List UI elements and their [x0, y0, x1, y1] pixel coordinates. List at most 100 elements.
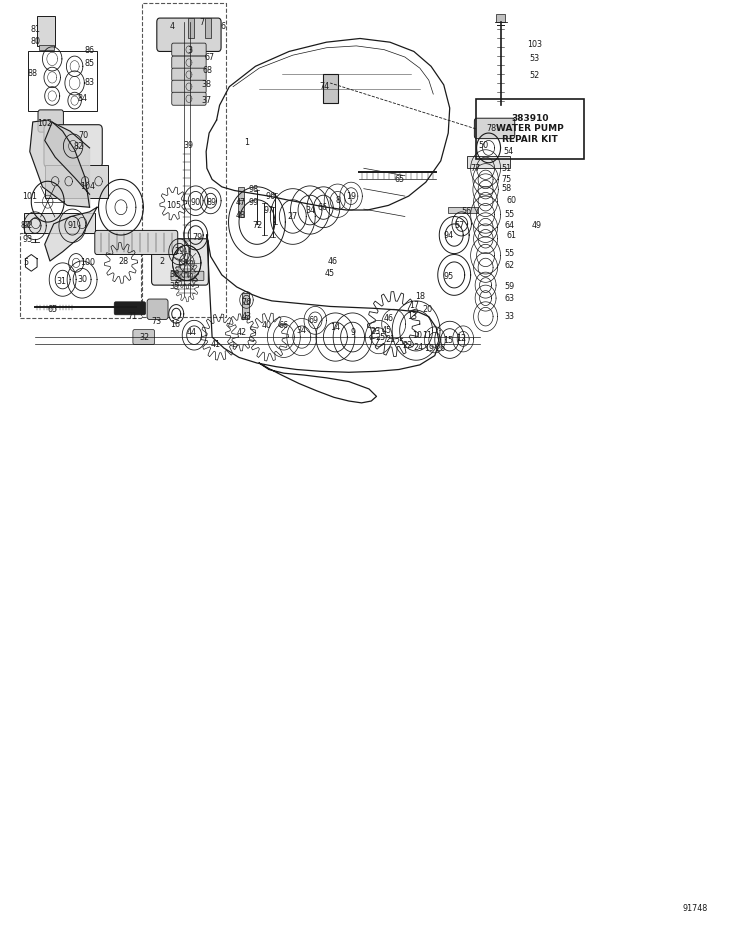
FancyBboxPatch shape	[172, 43, 206, 56]
Text: 85: 85	[85, 59, 94, 68]
FancyBboxPatch shape	[152, 239, 208, 286]
Text: 26: 26	[436, 344, 445, 352]
Text: 91: 91	[68, 221, 77, 231]
FancyBboxPatch shape	[44, 125, 102, 167]
Text: 88: 88	[28, 69, 38, 78]
Text: 22: 22	[402, 341, 412, 350]
Text: 78: 78	[487, 124, 496, 133]
Text: 66: 66	[279, 322, 289, 330]
Bar	[242, 294, 250, 319]
Text: 14: 14	[331, 324, 340, 332]
Polygon shape	[30, 120, 89, 207]
Text: 95: 95	[443, 272, 453, 281]
Text: 67: 67	[204, 52, 214, 61]
Text: 9: 9	[350, 328, 355, 337]
Text: 99: 99	[249, 198, 259, 207]
Text: 16: 16	[170, 321, 181, 329]
Text: 62: 62	[505, 261, 515, 270]
Text: 35: 35	[170, 283, 180, 291]
Text: 89: 89	[206, 198, 217, 207]
Text: 6: 6	[220, 22, 225, 31]
Text: 96: 96	[266, 192, 275, 201]
Text: 71: 71	[127, 312, 137, 321]
Text: 102: 102	[38, 119, 52, 128]
Text: 73: 73	[151, 317, 161, 325]
Bar	[28, 50, 97, 111]
Text: 86: 86	[85, 46, 94, 55]
Polygon shape	[45, 122, 89, 207]
Text: 42: 42	[236, 328, 246, 337]
Text: 44: 44	[187, 328, 197, 337]
Bar	[238, 187, 244, 204]
Text: 15: 15	[443, 337, 453, 345]
Text: 41: 41	[211, 340, 220, 349]
Text: 53: 53	[529, 54, 539, 63]
Text: 92: 92	[22, 221, 33, 231]
Bar	[24, 213, 94, 233]
Text: 2: 2	[160, 257, 164, 265]
Text: 12: 12	[457, 335, 466, 343]
Text: 84: 84	[77, 94, 87, 103]
Text: 28: 28	[118, 257, 128, 265]
Bar	[188, 18, 194, 38]
Text: 75: 75	[502, 175, 512, 184]
Text: 1: 1	[244, 138, 249, 147]
Bar	[322, 73, 338, 103]
Text: 81: 81	[30, 25, 40, 33]
Text: 10: 10	[412, 331, 422, 339]
Text: 46: 46	[328, 257, 338, 265]
Text: 56: 56	[461, 207, 471, 217]
Text: 61: 61	[507, 231, 517, 240]
Text: 34: 34	[297, 326, 307, 335]
Text: 383910
WATER PUMP
REPAIR KIT: 383910 WATER PUMP REPAIR KIT	[496, 114, 564, 144]
Text: 64: 64	[505, 221, 515, 231]
Text: 13: 13	[407, 312, 417, 321]
Bar	[20, 233, 141, 318]
FancyBboxPatch shape	[171, 272, 204, 281]
FancyBboxPatch shape	[475, 118, 514, 139]
Text: 18: 18	[415, 292, 424, 300]
Text: 32: 32	[140, 334, 150, 342]
Bar	[142, 3, 226, 316]
Text: 25: 25	[376, 333, 386, 341]
Text: 68: 68	[202, 66, 212, 75]
Text: 60: 60	[507, 196, 517, 206]
Text: 58: 58	[502, 184, 512, 193]
Text: 87: 87	[21, 221, 31, 231]
Text: 54: 54	[503, 147, 513, 156]
Text: 24: 24	[413, 343, 424, 352]
Text: 47: 47	[236, 198, 245, 207]
Text: 50: 50	[478, 140, 488, 150]
Text: 100: 100	[80, 259, 94, 267]
Text: 79: 79	[193, 233, 203, 243]
FancyBboxPatch shape	[157, 18, 221, 51]
FancyBboxPatch shape	[496, 14, 505, 21]
Text: 65: 65	[47, 305, 57, 313]
Text: 98: 98	[249, 185, 259, 194]
Text: 39: 39	[183, 140, 194, 150]
Text: 34: 34	[305, 206, 315, 215]
FancyBboxPatch shape	[38, 110, 64, 132]
FancyBboxPatch shape	[172, 68, 206, 81]
Text: 19: 19	[346, 192, 356, 201]
Text: 25: 25	[394, 339, 405, 347]
Text: 94: 94	[443, 231, 453, 240]
Text: 77: 77	[471, 164, 481, 173]
Text: 43: 43	[242, 312, 251, 321]
Text: 103: 103	[526, 41, 542, 49]
Text: 23: 23	[370, 327, 380, 336]
Text: 105: 105	[166, 201, 181, 210]
Text: 97: 97	[264, 206, 274, 215]
Text: 51: 51	[502, 164, 512, 173]
Text: 69: 69	[309, 316, 319, 325]
Bar	[238, 200, 244, 217]
Text: 104: 104	[80, 182, 94, 192]
Text: 101: 101	[22, 192, 38, 201]
Text: 3: 3	[188, 46, 192, 55]
FancyBboxPatch shape	[147, 299, 168, 319]
Bar	[467, 156, 510, 168]
Text: 21: 21	[385, 336, 395, 344]
FancyBboxPatch shape	[94, 231, 178, 255]
Text: 74: 74	[320, 82, 329, 91]
Text: 19: 19	[424, 344, 434, 352]
